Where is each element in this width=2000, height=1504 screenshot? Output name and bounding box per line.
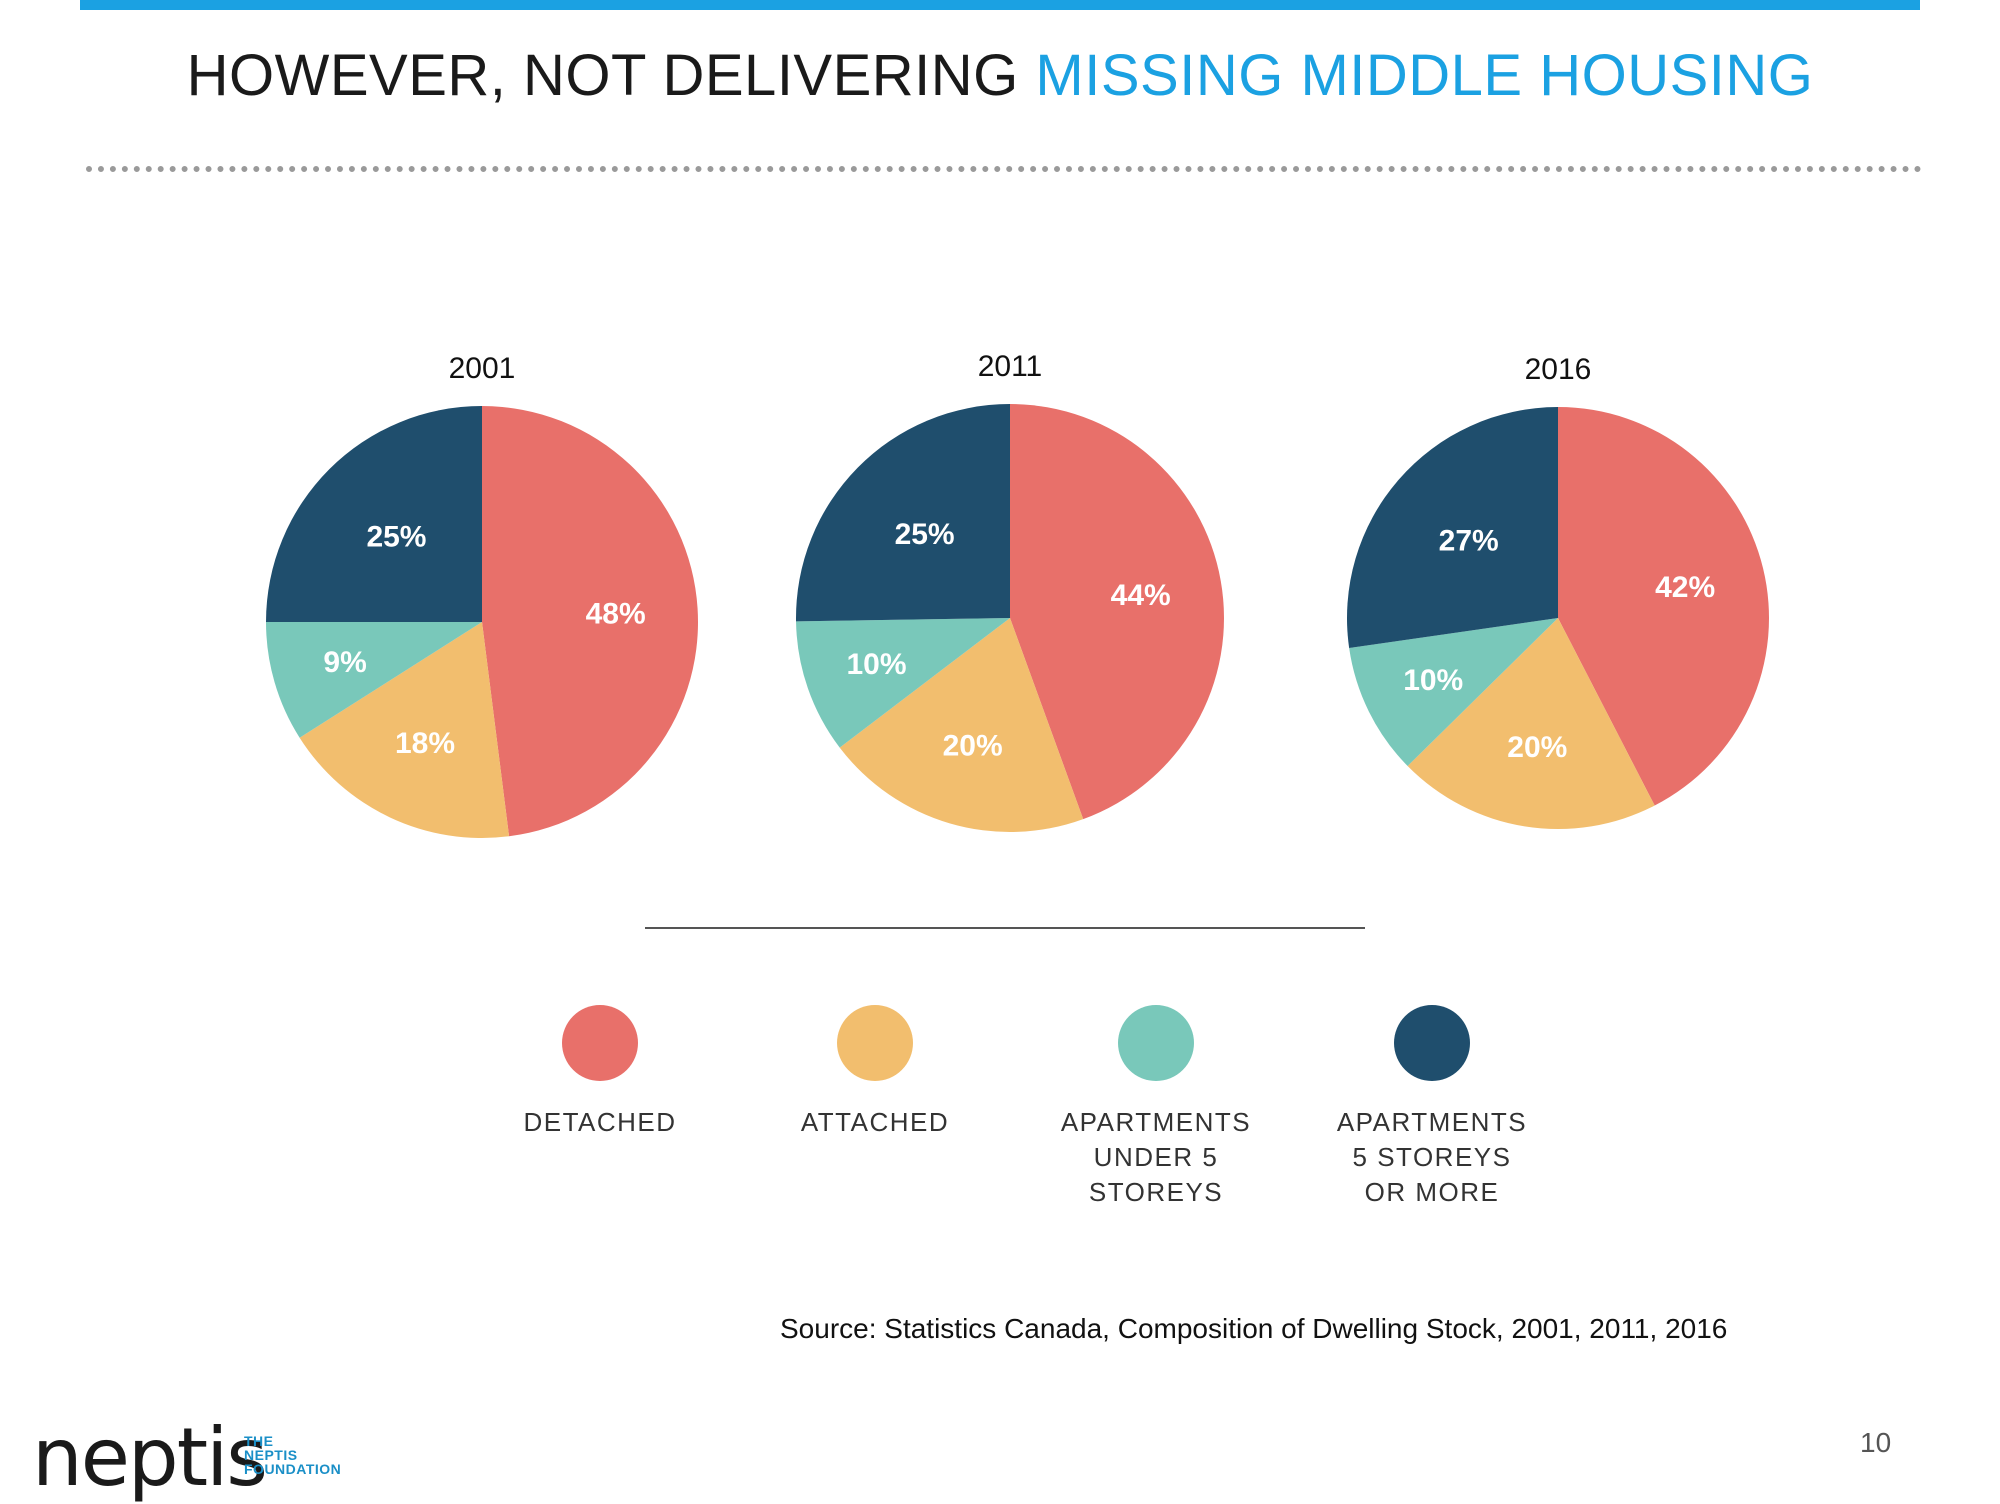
data-label-apartments-under-5-2001: 9% — [323, 646, 366, 679]
pie-slice-detached-2001 — [482, 406, 699, 837]
slide-title: HOWEVER, NOT DELIVERING MISSING MIDDLE H… — [0, 42, 2000, 109]
legend-item-apartments-5-or-more: APARTMENTS 5 STOREYS OR MORE — [1302, 1005, 1562, 1210]
data-label-detached-2016: 42% — [1655, 571, 1715, 604]
legend-item-detached: DETACHED — [470, 1005, 730, 1140]
pie-slice-attached-2001 — [299, 622, 510, 838]
pie-slice-apartments-5-or-more-2011 — [796, 404, 1010, 622]
legend-swatch-apartments-5-or-more — [1394, 1005, 1470, 1081]
title-part-black: HOWEVER, NOT DELIVERING — [186, 43, 1036, 108]
data-label-detached-2001: 48% — [586, 598, 646, 631]
logo-subtitle: THE NEPTIS FOUNDATION — [244, 1433, 342, 1477]
data-label-apartments-under-5-2011: 10% — [847, 648, 907, 681]
legend-swatch-detached — [562, 1005, 638, 1081]
data-label-attached-2001: 18% — [395, 727, 455, 760]
pie-slice-detached-2011 — [1010, 404, 1224, 820]
pie-slice-attached-2016 — [1407, 618, 1655, 829]
source-note: Source: Statistics Canada, Composition o… — [780, 1313, 1728, 1344]
data-label-detached-2011: 44% — [1111, 579, 1171, 612]
legend-item-apartments-under-5: APARTMENTS UNDER 5 STOREYS — [1026, 1005, 1286, 1210]
pie-chart-2001: 2001 48% 18% 9% 25% — [266, 352, 699, 838]
data-label-attached-2011: 20% — [943, 729, 1003, 762]
accent-bar — [80, 0, 1920, 10]
pie-slice-attached-2011 — [839, 618, 1084, 832]
legend-swatch-apartments-under-5 — [1118, 1005, 1194, 1081]
title-divider — [86, 166, 1922, 172]
title-part-blue: MISSING MIDDLE HOUSING — [1035, 43, 1814, 108]
legend-label-attached: ATTACHED — [800, 1107, 950, 1137]
data-label-apartments-5-or-more-2016: 27% — [1439, 525, 1499, 558]
pie-slice-apartments-under-5-2016 — [1349, 618, 1558, 767]
legend-label-apartments-under-5: APARTMENTS UNDER 5 STOREYS — [1060, 1107, 1252, 1207]
data-label-apartments-5-or-more-2001: 25% — [366, 520, 426, 553]
legend: DETACHED ATTACHED APARTMENTS UNDER 5 STO… — [470, 1005, 1570, 1225]
pie-chart-2016: 2016 42% 20% 10% 27% — [1347, 353, 1770, 829]
pie-slice-apartments-under-5-2001 — [266, 622, 482, 738]
legend-item-attached: ATTACHED — [745, 1005, 1005, 1140]
page-number: 10 — [1860, 1427, 1892, 1458]
legend-label-detached: DETACHED — [523, 1107, 677, 1137]
data-label-apartments-5-or-more-2011: 25% — [895, 518, 955, 551]
pie-slice-apartments-5-or-more-2001 — [266, 406, 482, 622]
legend-divider — [645, 927, 1365, 929]
legend-label-apartments-5-or-more: APARTMENTS 5 STOREYS OR MORE — [1336, 1107, 1528, 1207]
chart-title-2001: 2001 — [449, 352, 516, 385]
pie-slice-detached-2016 — [1558, 407, 1770, 806]
logo-wordmark: neptis — [32, 1411, 268, 1504]
legend-swatch-attached — [837, 1005, 913, 1081]
pie-chart-2011: 2011 44% 20% 10% 25% — [796, 350, 1224, 832]
pie-slice-apartments-under-5-2011 — [796, 618, 1010, 748]
chart-title-2011: 2011 — [978, 350, 1043, 383]
chart-title-2016: 2016 — [1525, 353, 1592, 386]
pie-charts: 200148%18%9%25%201144%20%10%25%201642%20… — [266, 350, 1770, 838]
data-label-apartments-under-5-2016: 10% — [1403, 664, 1463, 697]
data-label-attached-2016: 20% — [1507, 731, 1567, 764]
pie-slice-apartments-5-or-more-2016 — [1347, 407, 1558, 649]
